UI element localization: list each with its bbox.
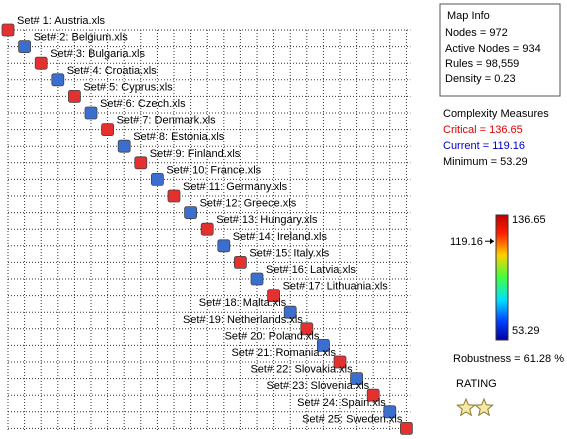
node	[84, 106, 98, 120]
node-label: Set# 18: Malta.xls	[199, 297, 287, 309]
node-label: Set# 8: Estonia.xls	[133, 131, 225, 143]
node	[217, 239, 231, 253]
current: Current = 119.16	[443, 140, 525, 152]
colorbar-min: 53.29	[512, 325, 540, 337]
map-info-title: Map Info	[447, 10, 490, 22]
node	[233, 255, 247, 269]
map-info-line: Rules = 98,559	[445, 58, 519, 70]
current-arrow	[490, 238, 494, 245]
node-label: Set# 23: Slovenia.xls	[266, 380, 369, 392]
node	[200, 222, 214, 236]
colorbar-max: 136.65	[512, 214, 546, 226]
node	[366, 388, 380, 402]
map-info-line: Nodes = 972	[445, 27, 508, 39]
node-label: Set# 14: Ireland.xls	[233, 231, 328, 243]
node-label: Set# 2: Belgium.xls	[34, 32, 129, 44]
node-label: Set# 25: Sweden.xls	[302, 413, 403, 425]
node	[250, 272, 264, 286]
rating-title: RATING	[456, 378, 497, 390]
minimum: Minimum = 53.29	[443, 156, 528, 168]
node-label: Set# 4: Croatia.xls	[67, 65, 157, 77]
colorbar	[495, 214, 509, 341]
colorbar-labels: 136.65 53.29 119.16	[450, 214, 546, 337]
node-label: Set# 6: Czech.xls	[100, 98, 186, 110]
node	[18, 40, 32, 53]
map-info-box	[439, 3, 561, 97]
critical: Critical = 136.65	[443, 124, 523, 136]
colorbar-current: 119.16	[450, 236, 483, 248]
star	[456, 397, 476, 417]
node-label: Set# 13: Hungary.xls	[216, 214, 318, 226]
node	[134, 156, 148, 170]
robustness: Robustness = 61.28 %	[453, 353, 564, 365]
node-label: Set# 17: Lithuania.xls	[283, 281, 389, 293]
node	[101, 123, 114, 136]
complexity-title: Complexity Measures	[443, 108, 549, 120]
node-label: Set# 7: Denmark.xls	[117, 115, 217, 127]
node-label: Set# 11: Germany.xls	[183, 181, 288, 193]
node	[184, 206, 198, 220]
node-label: Set# 24: Spain.xls	[297, 397, 386, 409]
node-label: Set# 5: Cyprus.xls	[83, 81, 173, 93]
node	[316, 338, 330, 352]
node-label: Set# 12: Greece.xls	[200, 198, 297, 210]
node-label: Set# 22: Slovakia.xls	[250, 364, 353, 376]
node	[34, 56, 48, 70]
node	[68, 90, 81, 103]
node	[167, 189, 181, 203]
node	[51, 73, 65, 87]
node-label: Set# 16: Latvia.xls	[266, 264, 356, 276]
node	[300, 322, 314, 336]
map-info-line: Density = 0.23	[445, 73, 516, 85]
node	[333, 355, 347, 369]
node-label: Set# 3: Bulgaria.xls	[50, 48, 145, 60]
node	[1, 23, 15, 37]
nodes: Set# 1: Austria.xls Set# 2: Belgium.xls Se…	[1, 15, 413, 435]
node-label: Set# 21: Romania.xls	[231, 347, 336, 359]
node	[267, 289, 281, 303]
node-label: Set# 20: Poland.xls	[225, 330, 320, 342]
node	[383, 405, 397, 419]
stars	[456, 397, 494, 417]
node-label: Set# 10: France.xls	[166, 164, 261, 176]
node-label: Set# 9: Finland.xls	[150, 148, 241, 160]
node	[150, 172, 164, 186]
node-label: Set# 19: Netherlands.xls	[183, 314, 303, 326]
node	[283, 305, 297, 319]
node	[399, 421, 413, 435]
map-info-line: Active Nodes = 934	[445, 43, 541, 55]
star	[474, 397, 494, 417]
node-label: Set# 1: Austria.xls	[17, 15, 106, 27]
node	[117, 139, 131, 153]
node-label: Set# 15: Italy.xls	[249, 247, 329, 259]
grid	[7, 29, 411, 432]
node	[350, 372, 364, 386]
